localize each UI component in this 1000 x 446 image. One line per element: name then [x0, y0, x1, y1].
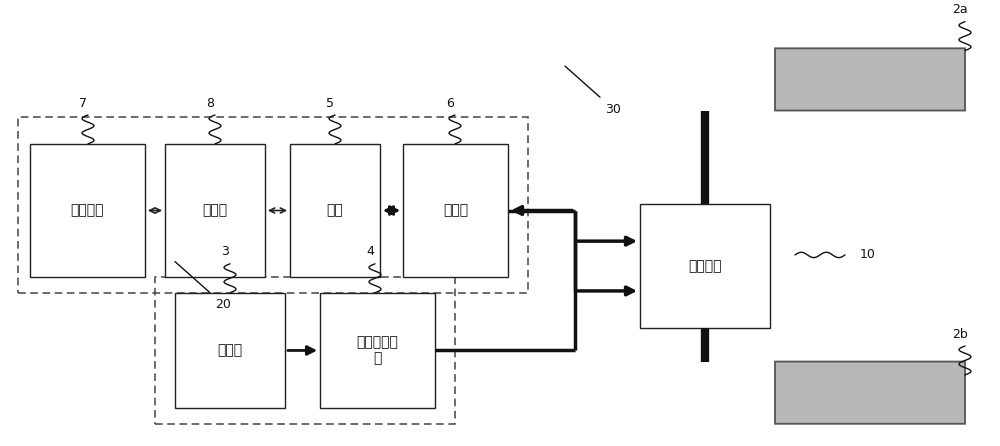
Text: 5: 5	[326, 97, 334, 110]
Bar	[155, 277, 455, 424]
Text: 6: 6	[446, 97, 454, 110]
Text: 发动机: 发动机	[217, 343, 243, 357]
Text: 逆变器: 逆变器	[202, 203, 228, 218]
Text: 2b: 2b	[952, 328, 968, 341]
Text: 20: 20	[215, 298, 231, 311]
FancyBboxPatch shape	[775, 48, 965, 111]
Text: 8: 8	[206, 97, 214, 110]
Text: 10: 10	[860, 248, 876, 261]
Text: 动力电池: 动力电池	[71, 203, 104, 218]
Text: 7: 7	[79, 97, 87, 110]
Bar	[290, 144, 380, 277]
Bar	[175, 293, 285, 408]
Bar	[320, 293, 435, 408]
FancyBboxPatch shape	[775, 362, 965, 424]
Text: 30: 30	[605, 103, 621, 116]
Text: 双离合变速
器: 双离合变速 器	[357, 335, 398, 366]
Text: 减速器: 减速器	[443, 203, 468, 218]
Text: 3: 3	[221, 245, 229, 259]
Bar	[30, 144, 145, 277]
Text: 4: 4	[366, 245, 374, 259]
Text: 2a: 2a	[952, 3, 968, 17]
Bar	[165, 144, 265, 277]
Bar	[640, 204, 770, 328]
Text: 传动装置: 传动装置	[688, 259, 722, 273]
Bar	[18, 117, 528, 293]
Text: 电机: 电机	[327, 203, 343, 218]
Bar	[403, 144, 508, 277]
